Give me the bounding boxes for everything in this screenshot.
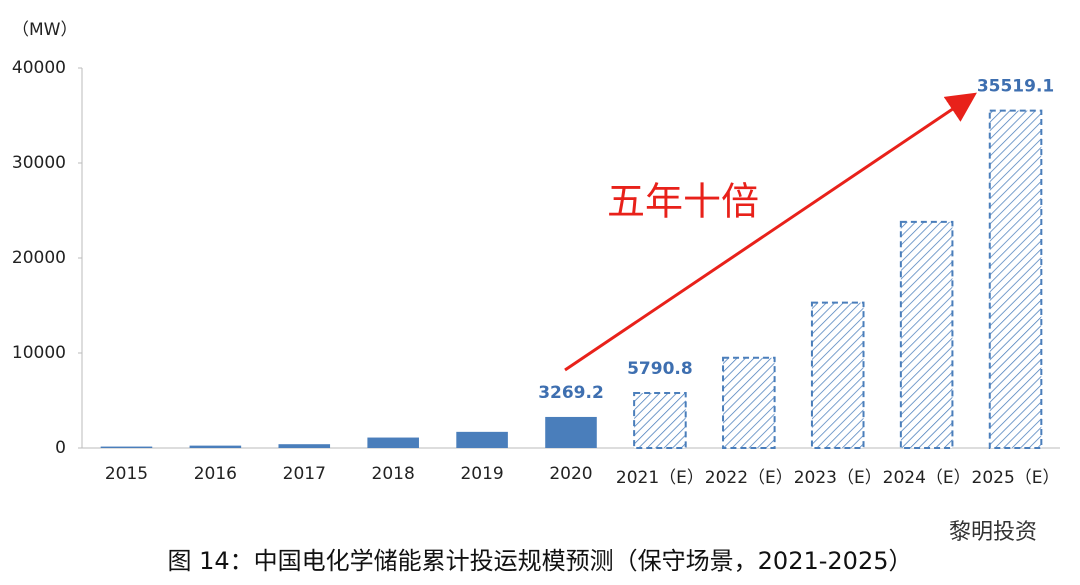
x-tick-label: 2024（E） — [883, 468, 971, 488]
y-tick-label: 0 — [55, 438, 66, 458]
bar — [100, 446, 153, 448]
bar — [810, 301, 865, 449]
bar — [633, 391, 687, 449]
x-tick-label: 2017 — [283, 464, 326, 484]
value-label: 5790.8 — [627, 359, 693, 379]
bar — [367, 437, 419, 448]
value-label: 3269.2 — [538, 383, 604, 403]
bar — [278, 444, 331, 448]
bar — [722, 356, 776, 449]
value-label: 35519.1 — [977, 77, 1054, 97]
y-tick-label: 30000 — [12, 153, 66, 173]
x-tick-label: 2021（E） — [616, 468, 704, 488]
x-tick-label: 2019 — [460, 464, 503, 484]
watermark: 黎明投资 — [949, 520, 1037, 545]
y-unit-label: （MW） — [12, 20, 77, 40]
x-tick-label: 2025（E） — [972, 468, 1060, 488]
caption: 图 14：中国电化学储能累计投运规模预测（保守场景，2021-2025） — [168, 547, 913, 575]
x-tick-label: 2015 — [105, 464, 148, 484]
bar — [189, 445, 242, 448]
x-tick-label: 2020 — [549, 464, 592, 484]
x-tick-label: 2018 — [372, 464, 415, 484]
y-tick-label: 20000 — [12, 248, 66, 268]
bar — [988, 109, 1043, 450]
bar — [899, 220, 954, 449]
y-tick-label: 40000 — [12, 58, 66, 78]
bar — [456, 431, 508, 448]
y-tick-label: 10000 — [12, 343, 66, 363]
x-tick-label: 2022（E） — [705, 468, 793, 488]
annotation: 五年十倍 — [607, 180, 759, 224]
x-tick-label: 2016 — [194, 464, 237, 484]
trend-arrow — [564, 92, 977, 372]
bar — [545, 416, 597, 448]
x-tick-label: 2023（E） — [794, 468, 882, 488]
